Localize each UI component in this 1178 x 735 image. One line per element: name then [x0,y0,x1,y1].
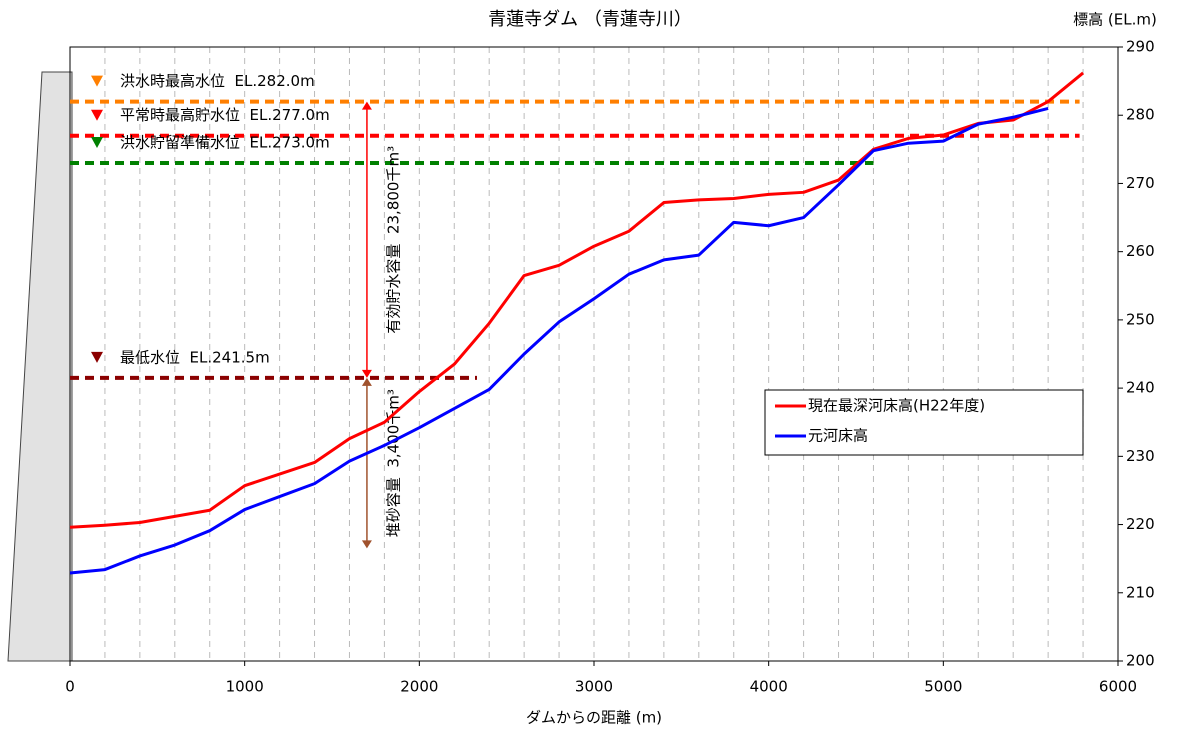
y-tick-label: 230 [1126,447,1155,465]
x-tick-label: 6000 [1099,678,1137,696]
y-tick-label: 250 [1126,310,1155,328]
annotation-label: 堆砂容量 3,400千m³ [384,389,402,537]
x-tick-label: 4000 [750,678,788,696]
x-tick-label: 3000 [575,678,613,696]
y-tick-label: 280 [1126,106,1155,124]
y-tick-label: 260 [1126,242,1155,260]
y-tick-label: 290 [1126,38,1155,56]
x-tick-label: 0 [65,678,75,696]
y-tick-label: 270 [1126,174,1155,192]
reference-label: 平常時最高貯水位 EL.277.0m [120,106,330,124]
legend: 現在最深河床高(H22年度) 元河床高 [765,390,1083,455]
chart-title: 青蓮寺ダム （青蓮寺川） [488,9,692,30]
x-tick-label: 2000 [400,678,438,696]
y-tick-label: 240 [1126,379,1155,397]
legend-label: 現在最深河床高(H22年度) [808,397,985,415]
x-tick-label: 1000 [226,678,264,696]
reference-label: 最低水位 EL.241.5m [120,348,270,366]
y-tick-label: 210 [1126,583,1155,601]
annotation-label: 有効貯水容量 23,800千m³ [384,146,402,334]
reference-label: 洪水時最高水位 EL.282.0m [120,72,315,90]
x-tick-label: 5000 [924,678,962,696]
y-axis-label: 標高 (EL.m) [1073,11,1157,29]
reference-label: 洪水貯留準備水位 EL.273.0m [120,133,330,151]
x-axis-label: ダムからの距離 (m) [526,709,662,727]
legend-label: 元河床高 [808,427,868,445]
y-tick-label: 220 [1126,515,1155,533]
y-tick-label: 200 [1126,652,1155,670]
chart: 青蓮寺ダム （青蓮寺川） 標高 (EL.m) ダムからの距離 (m) 200 21… [0,0,1178,731]
